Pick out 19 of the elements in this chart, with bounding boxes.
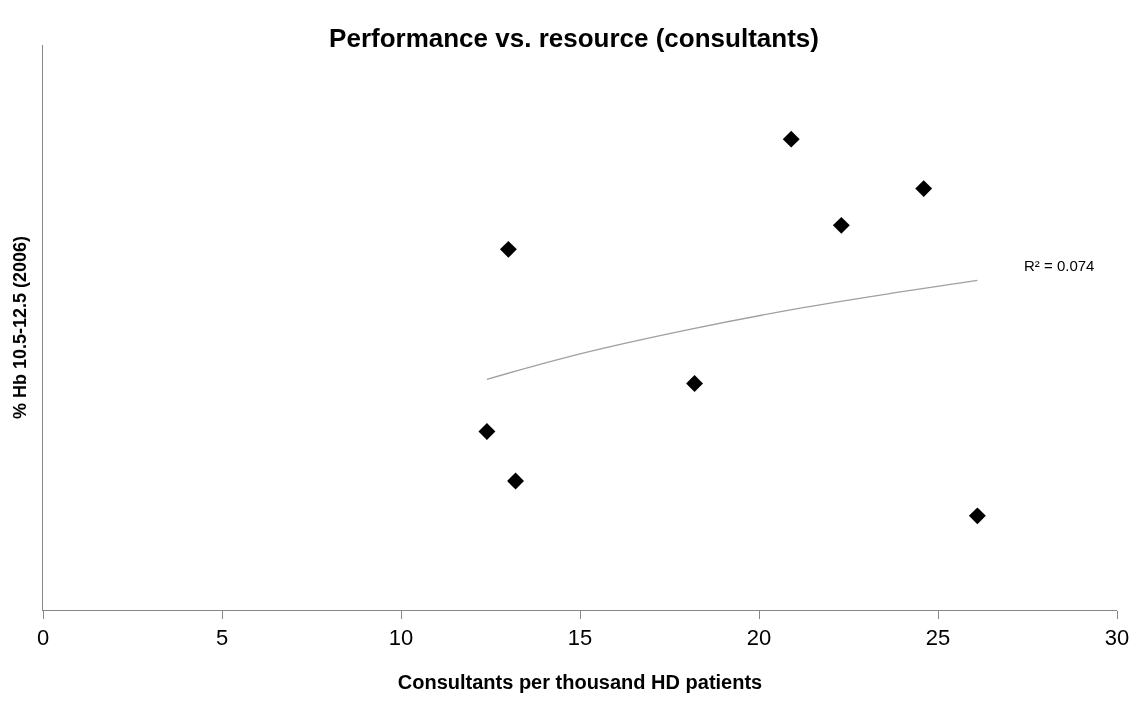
x-tick-label: 20 [746,625,772,651]
point [499,240,517,258]
point [507,472,525,490]
x-tick-label: 0 [36,625,50,651]
point [782,130,800,148]
chart-title: Performance vs. resource (consultants) [329,23,819,54]
x-tick-label: 10 [388,625,414,651]
point [915,180,933,198]
x-tick-label: 5 [215,625,229,651]
x-axis-title: Consultants per thousand HD patients [397,670,763,693]
point [686,375,704,392]
x-tick-label: 30 [1104,625,1130,651]
annotation: R² = 0.074 [1024,257,1095,274]
y-axis-title: % Hb 10.5-12.5 (2006) [10,235,31,420]
x-tick-label: 25 [925,625,951,651]
point [478,423,496,440]
x-tick-label: 15 [567,625,593,651]
point [832,216,850,234]
point [968,507,986,525]
